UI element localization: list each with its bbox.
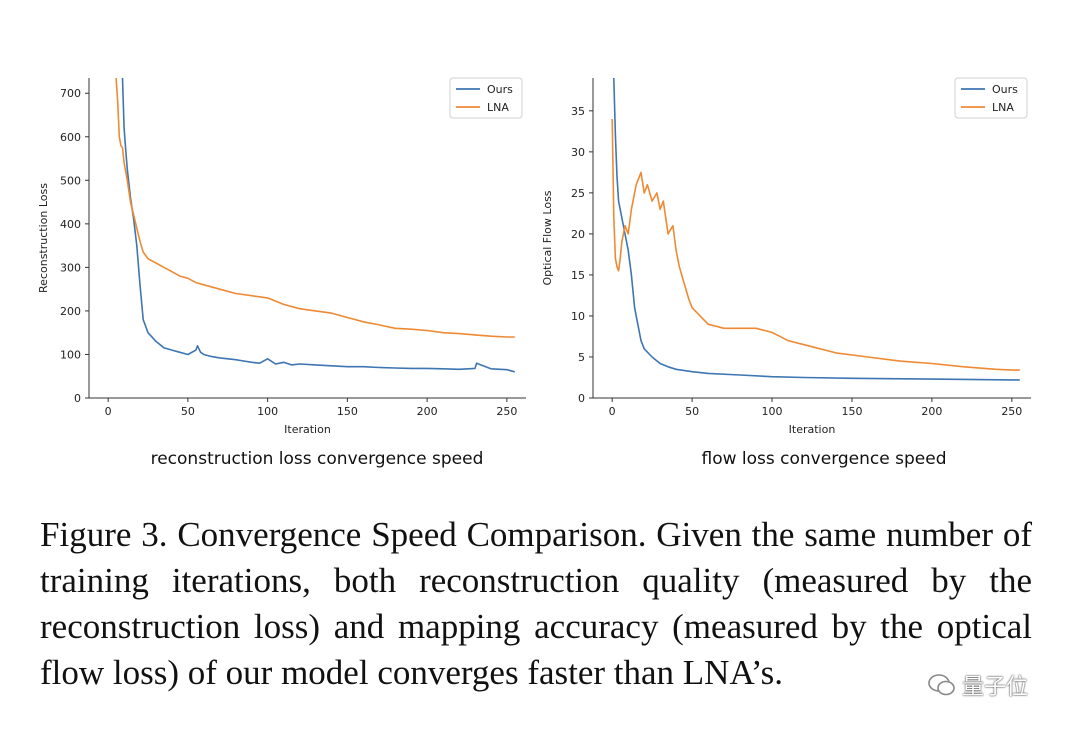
y-tick-label: 35 <box>571 105 585 118</box>
series-line-ours <box>121 78 516 373</box>
y-tick-label: 30 <box>571 146 585 159</box>
series-line-ours <box>613 78 1020 381</box>
y-tick-label: 500 <box>60 174 81 187</box>
legend-box <box>449 77 523 119</box>
figure-panels: 0 50 100 150 200 2500100200300400500600700Ite… <box>37 77 1031 469</box>
x-tick-label: 50 <box>685 405 699 418</box>
y-tick-label: 15 <box>571 269 585 282</box>
legend-label: Ours <box>487 83 513 96</box>
legend-label: LNA <box>992 101 1014 114</box>
watermark: 量子位 <box>928 668 1058 702</box>
x-tick-label: 0 <box>609 405 616 418</box>
y-tick-label: 0 <box>74 392 81 405</box>
x-tick-label: 250 <box>496 405 517 418</box>
legend-label: LNA <box>487 101 509 114</box>
series-line-lna <box>611 118 1020 371</box>
legend: Ours LNA <box>954 77 1028 119</box>
x-tick-label: 200 <box>921 405 942 418</box>
x-axis-label: Iteration <box>284 423 331 436</box>
legend: Ours LNA <box>449 77 523 119</box>
legend-box <box>954 77 1028 119</box>
y-tick-label: 10 <box>571 310 585 323</box>
y-tick-label: 200 <box>60 305 81 318</box>
y-tick-label: 300 <box>60 261 81 274</box>
x-tick-label: 0 <box>105 405 112 418</box>
x-tick-label: 200 <box>417 405 438 418</box>
y-axis-label: Reconstruction Loss <box>37 183 50 293</box>
x-tick-label: 100 <box>762 405 783 418</box>
series-line-lna <box>115 78 515 338</box>
legend-label: Ours <box>992 83 1018 96</box>
wechat-icon <box>928 674 955 696</box>
y-tick-label: 400 <box>60 218 81 231</box>
y-tick-label: 100 <box>60 348 81 361</box>
optical-flow-loss-chart: 0 50 100 150 200 250 0 5 10 15 20 25 30 35 Iteration Op… <box>541 77 1031 436</box>
subcaption-left: reconstruction loss convergence speed <box>151 449 484 469</box>
y-tick-label: 0 <box>578 392 585 405</box>
figure-caption: Figure 3. Convergence Speed Comparison. … <box>40 515 1032 692</box>
subcaption-right: flow loss convergence speed <box>702 449 947 469</box>
x-tick-label: 100 <box>257 405 278 418</box>
watermark-text: 量子位 <box>962 675 1029 700</box>
y-tick-label: 20 <box>571 228 585 241</box>
x-tick-label: 150 <box>337 405 358 418</box>
y-axis-label: Optical Flow Loss <box>541 190 554 285</box>
x-axis-label: Iteration <box>789 423 836 436</box>
y-tick-label: 5 <box>578 351 585 364</box>
y-tick-label: 25 <box>571 187 585 200</box>
x-tick-label: 50 <box>181 405 195 418</box>
x-tick-label: 150 <box>841 405 862 418</box>
x-tick-label: 250 <box>1001 405 1022 418</box>
y-tick-label: 600 <box>60 131 81 144</box>
reconstruction-loss-chart: 0 50 100 150 200 250 0 100 200 300 400 500 600 700 Ite… <box>37 77 526 436</box>
y-tick-label: 700 <box>60 87 81 100</box>
